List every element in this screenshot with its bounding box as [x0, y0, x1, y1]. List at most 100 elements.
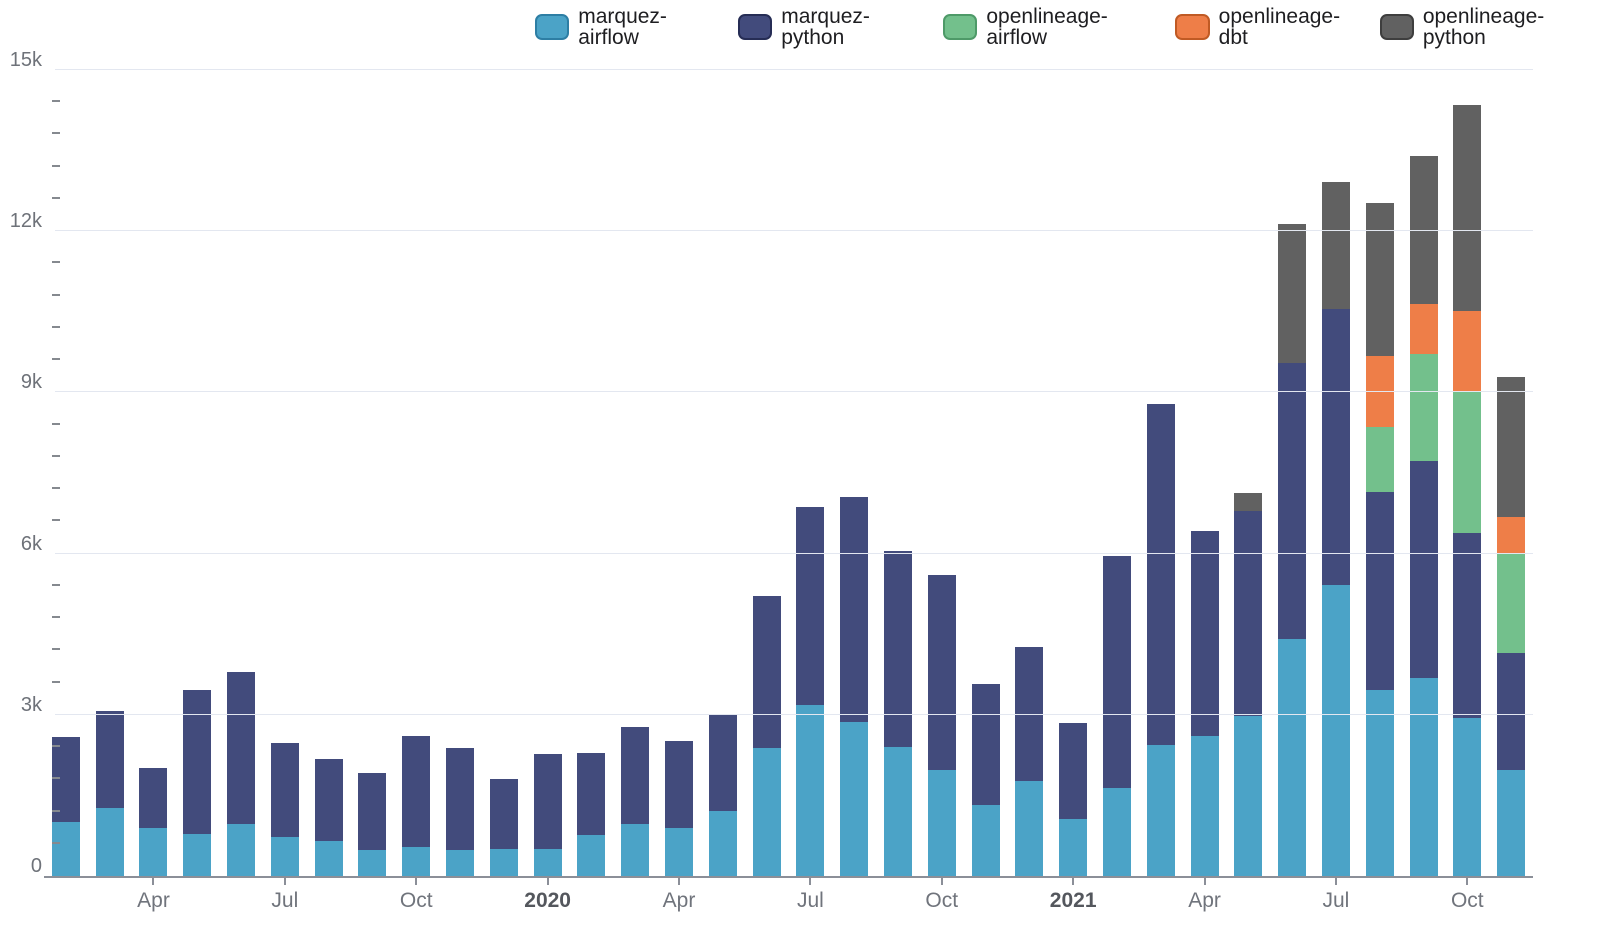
bar-segment-marquez-python[interactable] — [1190, 531, 1219, 737]
bar-segment-marquez-airflow[interactable] — [621, 824, 650, 876]
stacked-bar-may-2020[interactable] — [708, 714, 737, 876]
bar-segment-marquez-airflow[interactable] — [314, 841, 343, 876]
stacked-bar-feb-2020[interactable] — [577, 752, 606, 876]
bar-segment-marquez-airflow[interactable] — [1409, 677, 1438, 876]
stacked-bar-oct-2021[interactable] — [1453, 104, 1482, 876]
bar-segment-marquez-airflow[interactable] — [51, 822, 80, 876]
stacked-bar-oct-2019[interactable] — [402, 736, 431, 876]
bar-segment-marquez-python[interactable] — [840, 496, 869, 722]
bar-segment-marquez-airflow[interactable] — [446, 850, 475, 876]
legend-item-openlineage-airflow[interactable]: openlineage-airflow — [943, 6, 1148, 48]
bar-segment-marquez-python[interactable] — [402, 736, 431, 847]
stacked-bar-aug-2021[interactable] — [1365, 202, 1394, 876]
bar-segment-marquez-python[interactable] — [51, 736, 80, 823]
bar-segment-marquez-airflow[interactable] — [1234, 715, 1263, 876]
bar-segment-marquez-python[interactable] — [227, 672, 256, 825]
bar-segment-marquez-airflow[interactable] — [577, 834, 606, 876]
bar-segment-marquez-python[interactable] — [752, 595, 781, 748]
bar-segment-marquez-python[interactable] — [971, 684, 1000, 805]
bar-segment-marquez-python[interactable] — [139, 768, 168, 828]
stacked-bar-jan-2020[interactable] — [533, 754, 562, 876]
stacked-bar-apr-2020[interactable] — [665, 741, 694, 876]
bar-segment-openlineage-dbt[interactable] — [1453, 310, 1482, 392]
bar-segment-openlineage-airflow[interactable] — [1497, 553, 1526, 654]
stacked-bar-jun-2021[interactable] — [1278, 223, 1307, 876]
bar-segment-marquez-airflow[interactable] — [1146, 745, 1175, 876]
stacked-bar-aug-2019[interactable] — [314, 759, 343, 876]
bar-segment-marquez-airflow[interactable] — [1015, 780, 1044, 876]
bar-segment-marquez-airflow[interactable] — [183, 833, 212, 876]
bar-segment-marquez-python[interactable] — [270, 743, 299, 838]
stacked-bar-dec-2020[interactable] — [1015, 647, 1044, 876]
stacked-bar-apr-2019[interactable] — [139, 768, 168, 876]
bar-segment-marquez-python[interactable] — [1453, 533, 1482, 718]
bar-segment-marquez-airflow[interactable] — [1190, 736, 1219, 876]
bar-segment-marquez-python[interactable] — [1103, 555, 1132, 788]
bar-segment-marquez-airflow[interactable] — [1497, 769, 1526, 876]
bar-segment-marquez-python[interactable] — [1278, 362, 1307, 639]
bar-segment-marquez-python[interactable] — [577, 752, 606, 835]
bar-segment-openlineage-dbt[interactable] — [1497, 517, 1526, 554]
stacked-bar-oct-2020[interactable] — [927, 574, 956, 876]
bar-segment-marquez-airflow[interactable] — [1453, 717, 1482, 876]
bar-segment-marquez-python[interactable] — [1409, 460, 1438, 678]
bar-segment-marquez-airflow[interactable] — [1365, 690, 1394, 876]
bar-segment-marquez-airflow[interactable] — [665, 828, 694, 876]
stacked-bar-aug-2020[interactable] — [840, 496, 869, 876]
bar-segment-marquez-airflow[interactable] — [1103, 787, 1132, 876]
stacked-bar-jan-2021[interactable] — [1059, 722, 1088, 876]
bar-segment-marquez-airflow[interactable] — [358, 849, 387, 876]
bar-segment-marquez-python[interactable] — [1322, 308, 1350, 586]
bar-segment-marquez-python[interactable] — [489, 778, 518, 849]
bar-segment-openlineage-dbt[interactable] — [1409, 304, 1438, 355]
bar-segment-marquez-airflow[interactable] — [840, 721, 869, 876]
stacked-bar-jun-2019[interactable] — [227, 672, 256, 876]
bar-segment-marquez-python[interactable] — [1146, 404, 1175, 746]
bar-segment-marquez-python[interactable] — [1234, 510, 1263, 716]
bar-segment-marquez-python[interactable] — [533, 754, 562, 849]
bar-segment-marquez-python[interactable] — [446, 747, 475, 851]
bar-segment-marquez-airflow[interactable] — [270, 837, 299, 876]
bar-segment-openlineage-dbt[interactable] — [1365, 355, 1394, 427]
stacked-bar-sep-2019[interactable] — [358, 773, 387, 876]
bar-segment-marquez-airflow[interactable] — [139, 827, 168, 876]
bar-segment-marquez-python[interactable] — [927, 574, 956, 770]
bar-segment-marquez-python[interactable] — [884, 550, 913, 747]
bar-segment-marquez-airflow[interactable] — [796, 705, 825, 876]
stacked-bar-may-2019[interactable] — [183, 690, 212, 876]
stacked-bar-nov-2020[interactable] — [971, 684, 1000, 876]
bar-segment-openlineage-python[interactable] — [1453, 104, 1482, 311]
legend-item-openlineage-dbt[interactable]: openlineage-dbt — [1175, 6, 1352, 48]
stacked-bar-jun-2020[interactable] — [752, 595, 781, 876]
bar-segment-marquez-airflow[interactable] — [533, 848, 562, 876]
bar-segment-openlineage-airflow[interactable] — [1409, 354, 1438, 461]
bar-segment-marquez-airflow[interactable] — [1278, 639, 1307, 876]
stacked-bar-nov-2021[interactable] — [1497, 377, 1526, 876]
stacked-bar-apr-2021[interactable] — [1190, 531, 1219, 876]
bar-segment-marquez-airflow[interactable] — [752, 747, 781, 876]
bar-segment-marquez-airflow[interactable] — [971, 804, 1000, 876]
stacked-bar-mar-2020[interactable] — [621, 727, 650, 876]
bar-segment-marquez-python[interactable] — [665, 741, 694, 829]
bar-segment-marquez-airflow[interactable] — [927, 769, 956, 876]
stacked-bar-jul-2020[interactable] — [796, 507, 825, 876]
bar-segment-marquez-python[interactable] — [183, 690, 212, 834]
bar-segment-marquez-airflow[interactable] — [227, 824, 256, 876]
bar-segment-marquez-python[interactable] — [1365, 492, 1394, 691]
bar-segment-marquez-python[interactable] — [95, 710, 124, 809]
stacked-bar-dec-2019[interactable] — [489, 778, 518, 876]
bar-segment-openlineage-airflow[interactable] — [1365, 426, 1394, 493]
bar-segment-marquez-python[interactable] — [358, 773, 387, 850]
bar-segment-openlineage-airflow[interactable] — [1453, 391, 1482, 534]
stacked-bar-jul-2021[interactable] — [1322, 182, 1350, 876]
bar-segment-openlineage-python[interactable] — [1322, 182, 1350, 309]
stacked-bar-jul-2019[interactable] — [270, 743, 299, 876]
bar-segment-openlineage-python[interactable] — [1234, 493, 1263, 511]
stacked-bar-nov-2019[interactable] — [446, 747, 475, 876]
legend-item-openlineage-python[interactable]: openlineage-python — [1379, 6, 1587, 48]
bar-segment-openlineage-python[interactable] — [1409, 155, 1438, 305]
bar-segment-marquez-airflow[interactable] — [95, 808, 124, 876]
bar-segment-marquez-python[interactable] — [1497, 653, 1526, 770]
bar-segment-openlineage-python[interactable] — [1365, 202, 1394, 356]
bar-segment-marquez-python[interactable] — [708, 714, 737, 811]
